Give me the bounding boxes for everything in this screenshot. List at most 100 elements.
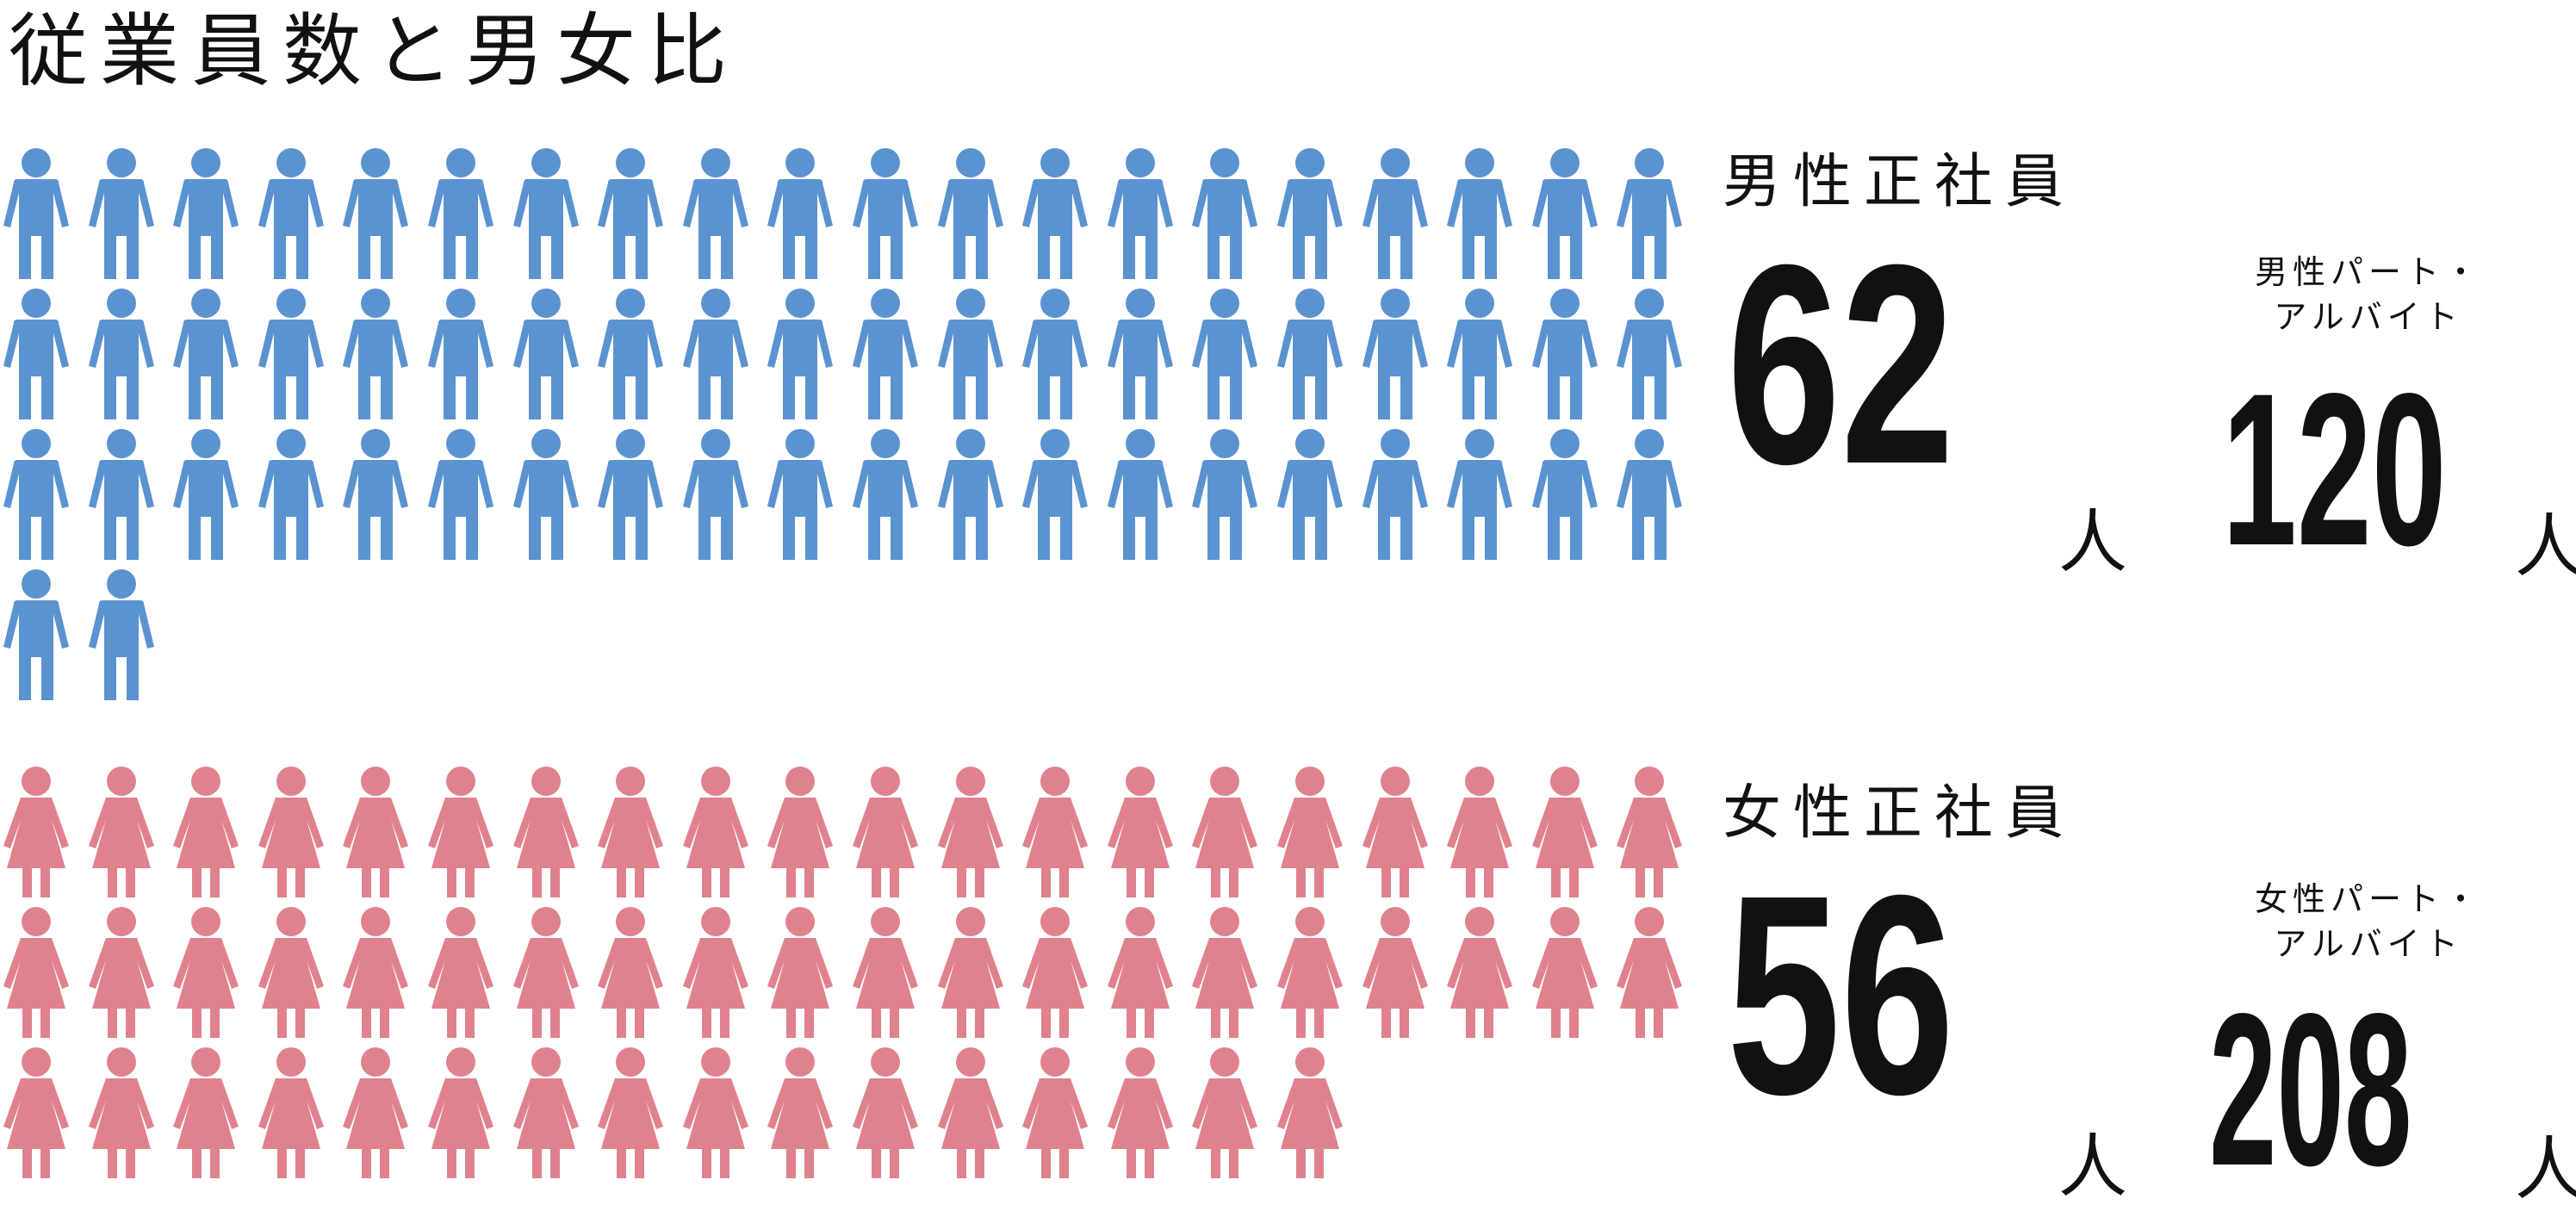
male-person-icon bbox=[512, 148, 579, 279]
male-person-icon bbox=[1277, 429, 1343, 560]
male-person-icon bbox=[1617, 429, 1683, 560]
female-person-icon bbox=[1617, 907, 1683, 1038]
male-person-icon bbox=[258, 289, 324, 419]
female-person-icon bbox=[1362, 767, 1428, 897]
female-person-icon bbox=[853, 907, 918, 1038]
female-person-icon bbox=[1107, 907, 1173, 1038]
male-person-icon bbox=[682, 148, 748, 279]
male-person-icon bbox=[1192, 148, 1258, 279]
female-person-icon bbox=[1362, 907, 1428, 1038]
male-person-icon bbox=[937, 148, 1003, 279]
male-parttime-label: 男性パート・ アルバイト bbox=[2231, 250, 2506, 339]
male-person-icon bbox=[258, 148, 324, 279]
male-person-icon bbox=[428, 148, 493, 279]
female-parttime-label: 女性パート・ アルバイト bbox=[2231, 877, 2506, 966]
female-person-icon bbox=[682, 767, 748, 897]
female-person-icon bbox=[598, 1047, 664, 1178]
female-person-icon bbox=[512, 1047, 579, 1178]
female-person-icon bbox=[767, 1047, 834, 1178]
male-person-icon bbox=[3, 148, 69, 279]
female-person-icon bbox=[1192, 1047, 1258, 1178]
male-person-icon bbox=[258, 429, 324, 560]
female-person-icon bbox=[1192, 907, 1258, 1038]
female-person-icon bbox=[512, 907, 579, 1038]
female-person-icon bbox=[767, 767, 834, 897]
page-title: 従業員数と男女比 bbox=[9, 5, 740, 97]
male-person-icon bbox=[1531, 429, 1598, 560]
male-person-icon bbox=[1447, 148, 1513, 279]
female-person-icon bbox=[598, 907, 664, 1038]
female-fulltime-label: 女性正社員 bbox=[1723, 779, 2076, 848]
male-person-icon bbox=[88, 569, 154, 700]
female-person-icon bbox=[1107, 1047, 1173, 1178]
male-person-icon bbox=[767, 148, 834, 279]
female-person-icon bbox=[853, 767, 918, 897]
male-person-icon bbox=[173, 148, 239, 279]
female-person-icon bbox=[682, 1047, 748, 1178]
male-person-icon bbox=[1531, 289, 1598, 419]
male-parttime-label-line1: 男性パート・ bbox=[2254, 253, 2482, 291]
female-person-icon bbox=[1447, 907, 1513, 1038]
male-person-icon bbox=[1362, 429, 1428, 560]
male-person-icon bbox=[1022, 429, 1089, 560]
male-person-icon bbox=[767, 429, 834, 560]
female-person-icon bbox=[173, 767, 239, 897]
female-parttime-label-line2: アルバイト bbox=[2274, 925, 2463, 963]
male-person-icon bbox=[1107, 429, 1173, 560]
female-parttime-count: 208 bbox=[2209, 969, 2412, 1211]
male-person-icon bbox=[853, 429, 918, 560]
male-person-icon bbox=[88, 289, 154, 419]
male-person-icon bbox=[1617, 289, 1683, 419]
female-person-icon bbox=[937, 907, 1003, 1038]
male-fulltime-unit: 人 bbox=[2058, 502, 2127, 582]
male-person-icon bbox=[1107, 148, 1173, 279]
female-person-icon bbox=[173, 907, 239, 1038]
male-person-icon bbox=[1277, 289, 1343, 419]
male-person-icon bbox=[937, 429, 1003, 560]
male-fulltime-count: 62 bbox=[1727, 205, 1955, 523]
female-person-icon bbox=[767, 907, 834, 1038]
female-person-icon bbox=[598, 767, 664, 897]
female-person-icon bbox=[937, 1047, 1003, 1178]
female-person-icon bbox=[173, 1047, 239, 1178]
female-person-icon bbox=[1107, 767, 1173, 897]
male-person-icon bbox=[428, 429, 493, 560]
male-person-icon bbox=[598, 148, 664, 279]
female-person-icon bbox=[428, 767, 493, 897]
male-fulltime-label: 男性正社員 bbox=[1723, 148, 2076, 216]
female-person-icon bbox=[1022, 1047, 1089, 1178]
male-person-icon bbox=[512, 429, 579, 560]
male-person-icon bbox=[1192, 429, 1258, 560]
male-person-icon bbox=[1192, 289, 1258, 419]
female-person-icon bbox=[3, 767, 69, 897]
female-person-icon bbox=[1192, 767, 1258, 897]
male-person-icon bbox=[3, 569, 69, 700]
male-person-icon bbox=[3, 289, 69, 419]
male-person-icon bbox=[682, 429, 748, 560]
male-person-icon bbox=[343, 429, 409, 560]
male-person-icon bbox=[173, 429, 239, 560]
female-parttime-unit: 人 bbox=[2515, 1129, 2576, 1209]
male-parttime-label-line2: アルバイト bbox=[2274, 298, 2463, 336]
female-person-icon bbox=[88, 1047, 154, 1178]
female-person-icon bbox=[343, 907, 409, 1038]
male-parttime-count: 120 bbox=[2222, 349, 2447, 591]
female-fulltime-count: 56 bbox=[1727, 835, 1955, 1153]
female-person-icon bbox=[258, 907, 324, 1038]
female-person-icon bbox=[3, 907, 69, 1038]
male-person-icon bbox=[682, 289, 748, 419]
male-person-icon bbox=[88, 429, 154, 560]
female-person-icon bbox=[343, 1047, 409, 1178]
male-person-icon bbox=[88, 148, 154, 279]
female-person-icon bbox=[1531, 907, 1598, 1038]
male-person-icon bbox=[428, 289, 493, 419]
female-person-icon bbox=[682, 907, 748, 1038]
female-parttime-label-line1: 女性パート・ bbox=[2254, 880, 2482, 918]
female-person-icon bbox=[1022, 767, 1089, 897]
female-person-icon bbox=[428, 1047, 493, 1178]
male-person-icon bbox=[1531, 148, 1598, 279]
male-person-icon bbox=[1362, 148, 1428, 279]
female-fulltime-unit: 人 bbox=[2058, 1127, 2127, 1207]
male-person-icon bbox=[853, 289, 918, 419]
female-icon-grid bbox=[0, 767, 1705, 1197]
